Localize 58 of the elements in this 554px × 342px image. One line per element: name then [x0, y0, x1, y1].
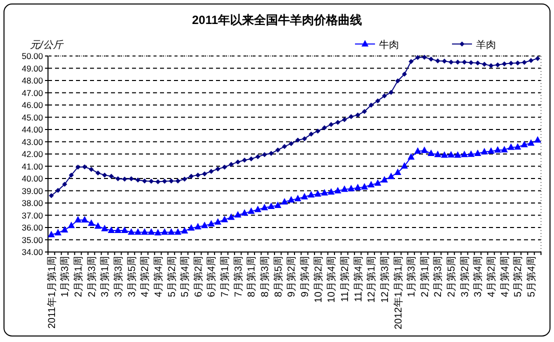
x-tick-label: 10月第2周	[312, 256, 324, 303]
x-tick-label: 9月第4周	[298, 256, 311, 298]
x-tick-label: 5月第4周	[526, 256, 538, 298]
y-tick-label: 39.00	[22, 186, 44, 196]
x-tick-label: 3月第2周	[458, 256, 471, 298]
x-tick-label: 7月第3周	[232, 256, 244, 298]
x-tick-label: 3月第3周	[112, 256, 124, 298]
x-tick-label: 8月第5周	[272, 256, 284, 298]
x-tick-label: 5月第2周	[512, 256, 524, 298]
x-tick-label: 11月第4周	[352, 256, 364, 302]
x-tick-label: 7月第1周	[219, 256, 232, 298]
x-tick-label: 5月第2周	[166, 256, 178, 298]
y-tick-label: 46.00	[22, 100, 44, 110]
legend-label: 羊肉	[476, 39, 496, 51]
x-tick-label: 11月第2周	[338, 256, 351, 302]
y-tick-label: 43.00	[22, 136, 44, 147]
x-tick-label: 2月第1周	[72, 256, 84, 298]
y-tick-label: 42.00	[22, 149, 44, 159]
y-tick-label: 44.00	[22, 124, 44, 134]
x-tick-label: 3月第5周	[126, 256, 138, 298]
x-tick-label: 1月第3周	[406, 256, 418, 298]
x-tick-label: 4月第4周	[498, 256, 511, 298]
x-tick-label: 2月第5周	[446, 256, 458, 298]
y-tick-label: 48.00	[22, 76, 44, 86]
x-tick-label: 3月第4周	[472, 256, 484, 298]
x-tick-label: 4月第2周	[486, 256, 498, 298]
y-tick-label: 34.00	[22, 247, 44, 257]
x-tick-label: 8月第1周	[246, 256, 258, 298]
x-tick-label: 4月第4周	[152, 256, 164, 298]
y-tick-label: 47.00	[22, 88, 44, 98]
x-tick-label: 2月第1周	[418, 256, 431, 298]
x-tick-label: 2月第3周	[432, 256, 444, 298]
chart-title: 2011年以来全国牛羊肉价格曲线	[192, 13, 362, 27]
x-tick-label: 2011年1月第1周	[46, 256, 58, 329]
y-tick-label: 41.00	[22, 161, 44, 172]
x-tick-label: 10月第4周	[326, 256, 338, 303]
y-tick-label: 49.00	[22, 63, 44, 74]
x-tick-label: 4月第2周	[139, 256, 152, 298]
x-tick-label: 5月第4周	[179, 256, 192, 298]
y-tick-label: 36.00	[22, 222, 44, 232]
x-tick-label: 12月第3周	[378, 256, 391, 303]
y-axis-title: 元/公斤	[30, 39, 64, 51]
x-tick-label: 6月第4周	[206, 256, 218, 298]
x-tick-label: 9月第2周	[286, 256, 298, 298]
x-tick-label: 6月第2周	[192, 256, 204, 298]
x-tick-label: 2月第3周	[86, 256, 98, 298]
y-tick-label: 45.00	[22, 112, 44, 122]
x-tick-label: 12月第1周	[366, 256, 378, 303]
legend-label: 牛肉	[379, 39, 399, 51]
y-tick-label: 50.00	[22, 51, 44, 61]
x-tick-label: 8月第3周	[259, 256, 272, 298]
x-tick-label: 1月第3周	[59, 256, 72, 298]
y-tick-label: 37.00	[22, 210, 44, 220]
y-tick-label: 38.00	[22, 198, 44, 208]
y-tick-label: 35.00	[22, 234, 44, 245]
x-tick-label: 3月第1周	[99, 256, 112, 298]
x-tick-label: 2012年1月第1周	[392, 256, 404, 330]
y-tick-label: 40.00	[22, 174, 44, 184]
